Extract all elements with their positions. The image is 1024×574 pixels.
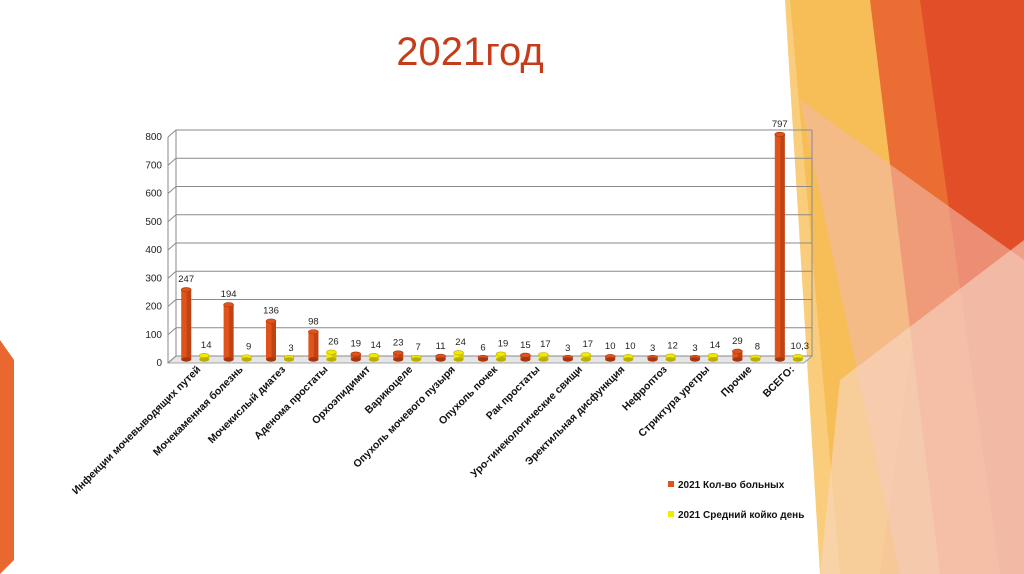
bars-layer — [180, 131, 804, 362]
data-label-bed-days: 3 — [288, 343, 293, 354]
legend-swatch — [668, 481, 674, 487]
legend-label: 2021 Средний койко день — [678, 510, 804, 521]
x-category-label: Аденома простаты — [252, 364, 331, 443]
bar-patients — [265, 318, 277, 362]
data-label-patients: 797 — [772, 119, 788, 130]
data-label-patients: 3 — [650, 343, 655, 354]
bar-bed-days — [326, 349, 337, 362]
y-tick-label: 600 — [145, 189, 162, 200]
data-label-bed-days: 14 — [201, 340, 212, 351]
bar-patients — [392, 350, 404, 362]
bar-bed-days — [665, 353, 676, 362]
data-label-bed-days: 8 — [755, 342, 760, 353]
bar-patients — [774, 131, 786, 362]
bar-patients — [520, 352, 531, 362]
bar-patients — [350, 351, 362, 362]
data-label-patients: 11 — [436, 341, 446, 352]
data-label-bed-days: 10 — [625, 341, 636, 352]
y-tick-label: 300 — [145, 273, 162, 284]
data-label-bed-days: 17 — [583, 339, 594, 350]
bar-bed-days — [198, 353, 210, 362]
bar-bed-days — [283, 354, 295, 362]
data-label-bed-days: 24 — [455, 337, 466, 348]
data-label-bed-days: 7 — [416, 342, 421, 353]
x-category-label: ВСЕГО: — [761, 364, 797, 400]
bar-patients — [308, 329, 319, 362]
y-tick-label: 700 — [145, 160, 162, 171]
data-label-bed-days: 9 — [246, 341, 251, 352]
data-label-bed-days: 14 — [371, 340, 382, 351]
bar-bed-days — [495, 351, 507, 362]
bar-bed-days — [453, 350, 464, 362]
data-label-patients: 98 — [308, 316, 319, 327]
data-label-bed-days: 10,3 — [791, 341, 810, 352]
x-category-label: Мочекислый диатез — [206, 364, 288, 446]
data-label-patients: 29 — [732, 336, 743, 347]
bar-patients — [435, 353, 446, 362]
data-label-patients: 10 — [605, 341, 616, 352]
bar-patients — [180, 287, 192, 362]
x-category-label: Стриктура уретры — [636, 364, 712, 440]
legend-label: 2021 Кол-во больных — [678, 479, 785, 491]
bar-patients — [223, 302, 234, 362]
bar-bed-days — [750, 354, 761, 362]
y-tick-label: 200 — [145, 302, 162, 313]
data-label-bed-days: 17 — [540, 339, 551, 350]
data-label-patients: 194 — [221, 289, 237, 300]
legend: 2021 Кол-во больных 2021 Средний койко де… — [668, 479, 804, 521]
data-label-patients: 247 — [178, 274, 194, 285]
x-category-label: Прочие — [719, 364, 755, 400]
bar-patients — [689, 354, 701, 362]
data-label-bed-days: 19 — [498, 339, 509, 350]
bar-patients — [647, 354, 658, 362]
data-label-patients: 19 — [351, 339, 362, 350]
data-label-patients: 23 — [393, 338, 404, 349]
legend-swatch — [668, 511, 674, 517]
bar-bed-days — [241, 354, 252, 362]
grid-layer: 0 100 200 300 400 500 600 700 800 — [145, 129, 814, 369]
data-label-patients: 136 — [263, 306, 279, 317]
y-tick-label: 400 — [145, 245, 162, 256]
data-label-bed-days: 14 — [710, 340, 721, 351]
bar-bed-days — [410, 354, 422, 362]
bar-patients — [732, 348, 743, 362]
data-label-patients: 6 — [480, 342, 485, 353]
y-tick-label: 100 — [145, 330, 162, 341]
data-label-bed-days: 12 — [667, 341, 678, 352]
bar-patients — [562, 354, 574, 362]
bar-bed-days — [622, 354, 634, 362]
bar-patients — [604, 354, 616, 362]
bar-bed-days — [538, 352, 549, 362]
bar-bed-days — [792, 354, 804, 362]
data-label-patients: 3 — [565, 343, 570, 354]
y-tick-label: 500 — [145, 217, 162, 228]
bar-bed-days — [707, 353, 719, 362]
bar-bed-days — [580, 352, 592, 362]
bar-patients — [477, 354, 489, 362]
y-tick-label: 0 — [156, 358, 162, 369]
bar-bed-days — [368, 353, 380, 362]
data-label-patients: 15 — [520, 340, 531, 351]
data-label-bed-days: 26 — [328, 337, 339, 348]
y-tick-label: 800 — [145, 132, 162, 143]
slide-title: 2021год — [396, 30, 544, 74]
data-label-patients: 3 — [692, 343, 697, 354]
